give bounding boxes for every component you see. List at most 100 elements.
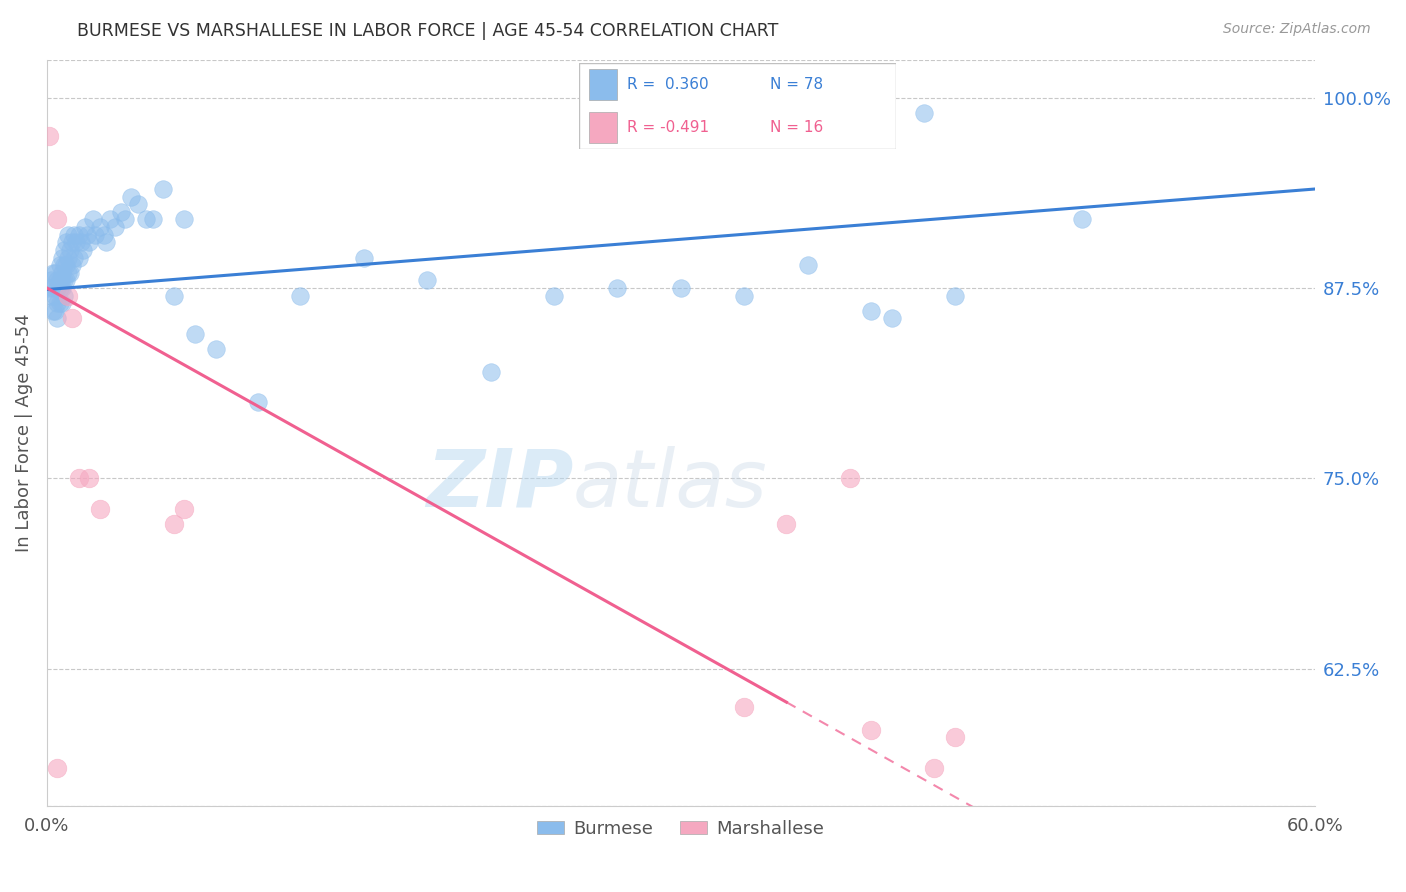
Point: [945, 288, 967, 302]
Point: [84, 227, 107, 242]
Point: [606, 106, 628, 120]
Point: [67, 471, 90, 485]
Point: [120, 189, 142, 203]
Point: [76, 227, 98, 242]
Point: [173, 501, 195, 516]
Point: [52, 258, 75, 272]
Point: [60, 258, 83, 272]
Point: [44, 266, 66, 280]
Point: [42, 266, 65, 280]
Point: [89, 220, 111, 235]
Point: [56, 251, 79, 265]
Point: [135, 212, 157, 227]
Point: [39, 288, 62, 302]
Point: [60, 311, 83, 326]
Point: [59, 266, 82, 280]
Point: [82, 212, 104, 227]
Point: [44, 288, 66, 302]
Point: [775, 516, 797, 531]
Point: [184, 326, 207, 341]
Point: [48, 281, 70, 295]
Point: [73, 220, 96, 235]
Point: [247, 395, 270, 409]
Point: [77, 235, 100, 250]
Point: [77, 471, 100, 485]
Point: [63, 251, 86, 265]
Point: [67, 251, 90, 265]
Point: [838, 471, 860, 485]
Point: [152, 182, 174, 196]
Point: [51, 266, 73, 280]
Point: [52, 288, 75, 302]
Point: [796, 258, 818, 272]
Point: [98, 212, 121, 227]
Point: [103, 220, 125, 235]
Y-axis label: In Labor Force | Age 45-54: In Labor Force | Age 45-54: [15, 313, 32, 552]
Point: [127, 197, 149, 211]
Point: [606, 281, 628, 295]
Point: [63, 227, 86, 242]
Point: [42, 303, 65, 318]
Point: [46, 311, 69, 326]
Point: [690, 106, 713, 120]
Point: [94, 235, 117, 250]
Point: [353, 251, 375, 265]
Point: [669, 281, 692, 295]
Point: [290, 288, 312, 302]
Point: [416, 273, 439, 287]
Point: [48, 296, 70, 310]
Point: [52, 243, 75, 257]
Point: [55, 273, 77, 287]
Point: [141, 212, 163, 227]
Point: [163, 516, 186, 531]
Point: [46, 281, 69, 295]
Point: [479, 365, 502, 379]
Point: [39, 273, 62, 287]
Point: [51, 281, 73, 295]
Point: [72, 243, 94, 257]
Point: [859, 303, 882, 318]
Point: [56, 227, 79, 242]
Point: [56, 288, 79, 302]
Point: [173, 212, 195, 227]
Point: [48, 258, 70, 272]
Point: [67, 227, 90, 242]
Point: [46, 761, 69, 775]
Point: [870, 106, 893, 120]
Point: [1071, 212, 1094, 227]
Point: [38, 128, 60, 143]
Point: [59, 243, 82, 257]
Text: Source: ZipAtlas.com: Source: ZipAtlas.com: [1223, 22, 1371, 37]
Point: [56, 266, 79, 280]
Text: ZIP: ZIP: [426, 446, 574, 524]
Text: BURMESE VS MARSHALLESE IN LABOR FORCE | AGE 45-54 CORRELATION CHART: BURMESE VS MARSHALLESE IN LABOR FORCE | …: [77, 22, 779, 40]
Point: [163, 288, 186, 302]
Point: [205, 342, 228, 356]
Point: [65, 235, 87, 250]
Legend: Burmese, Marshallese: Burmese, Marshallese: [530, 813, 831, 846]
Point: [55, 235, 77, 250]
Point: [42, 281, 65, 295]
Text: atlas: atlas: [574, 446, 768, 524]
Point: [51, 296, 73, 310]
Point: [733, 288, 755, 302]
Point: [38, 281, 60, 295]
Point: [859, 723, 882, 737]
Point: [945, 730, 967, 744]
Point: [46, 212, 69, 227]
Point: [46, 296, 69, 310]
Point: [48, 273, 70, 287]
Point: [880, 311, 903, 326]
Point: [55, 258, 77, 272]
Point: [60, 235, 83, 250]
Point: [52, 273, 75, 287]
Point: [51, 273, 73, 287]
Point: [543, 288, 565, 302]
Point: [733, 699, 755, 714]
Point: [924, 761, 946, 775]
Point: [912, 106, 935, 120]
Point: [69, 235, 91, 250]
Point: [46, 273, 69, 287]
Point: [51, 251, 73, 265]
Point: [110, 205, 132, 219]
